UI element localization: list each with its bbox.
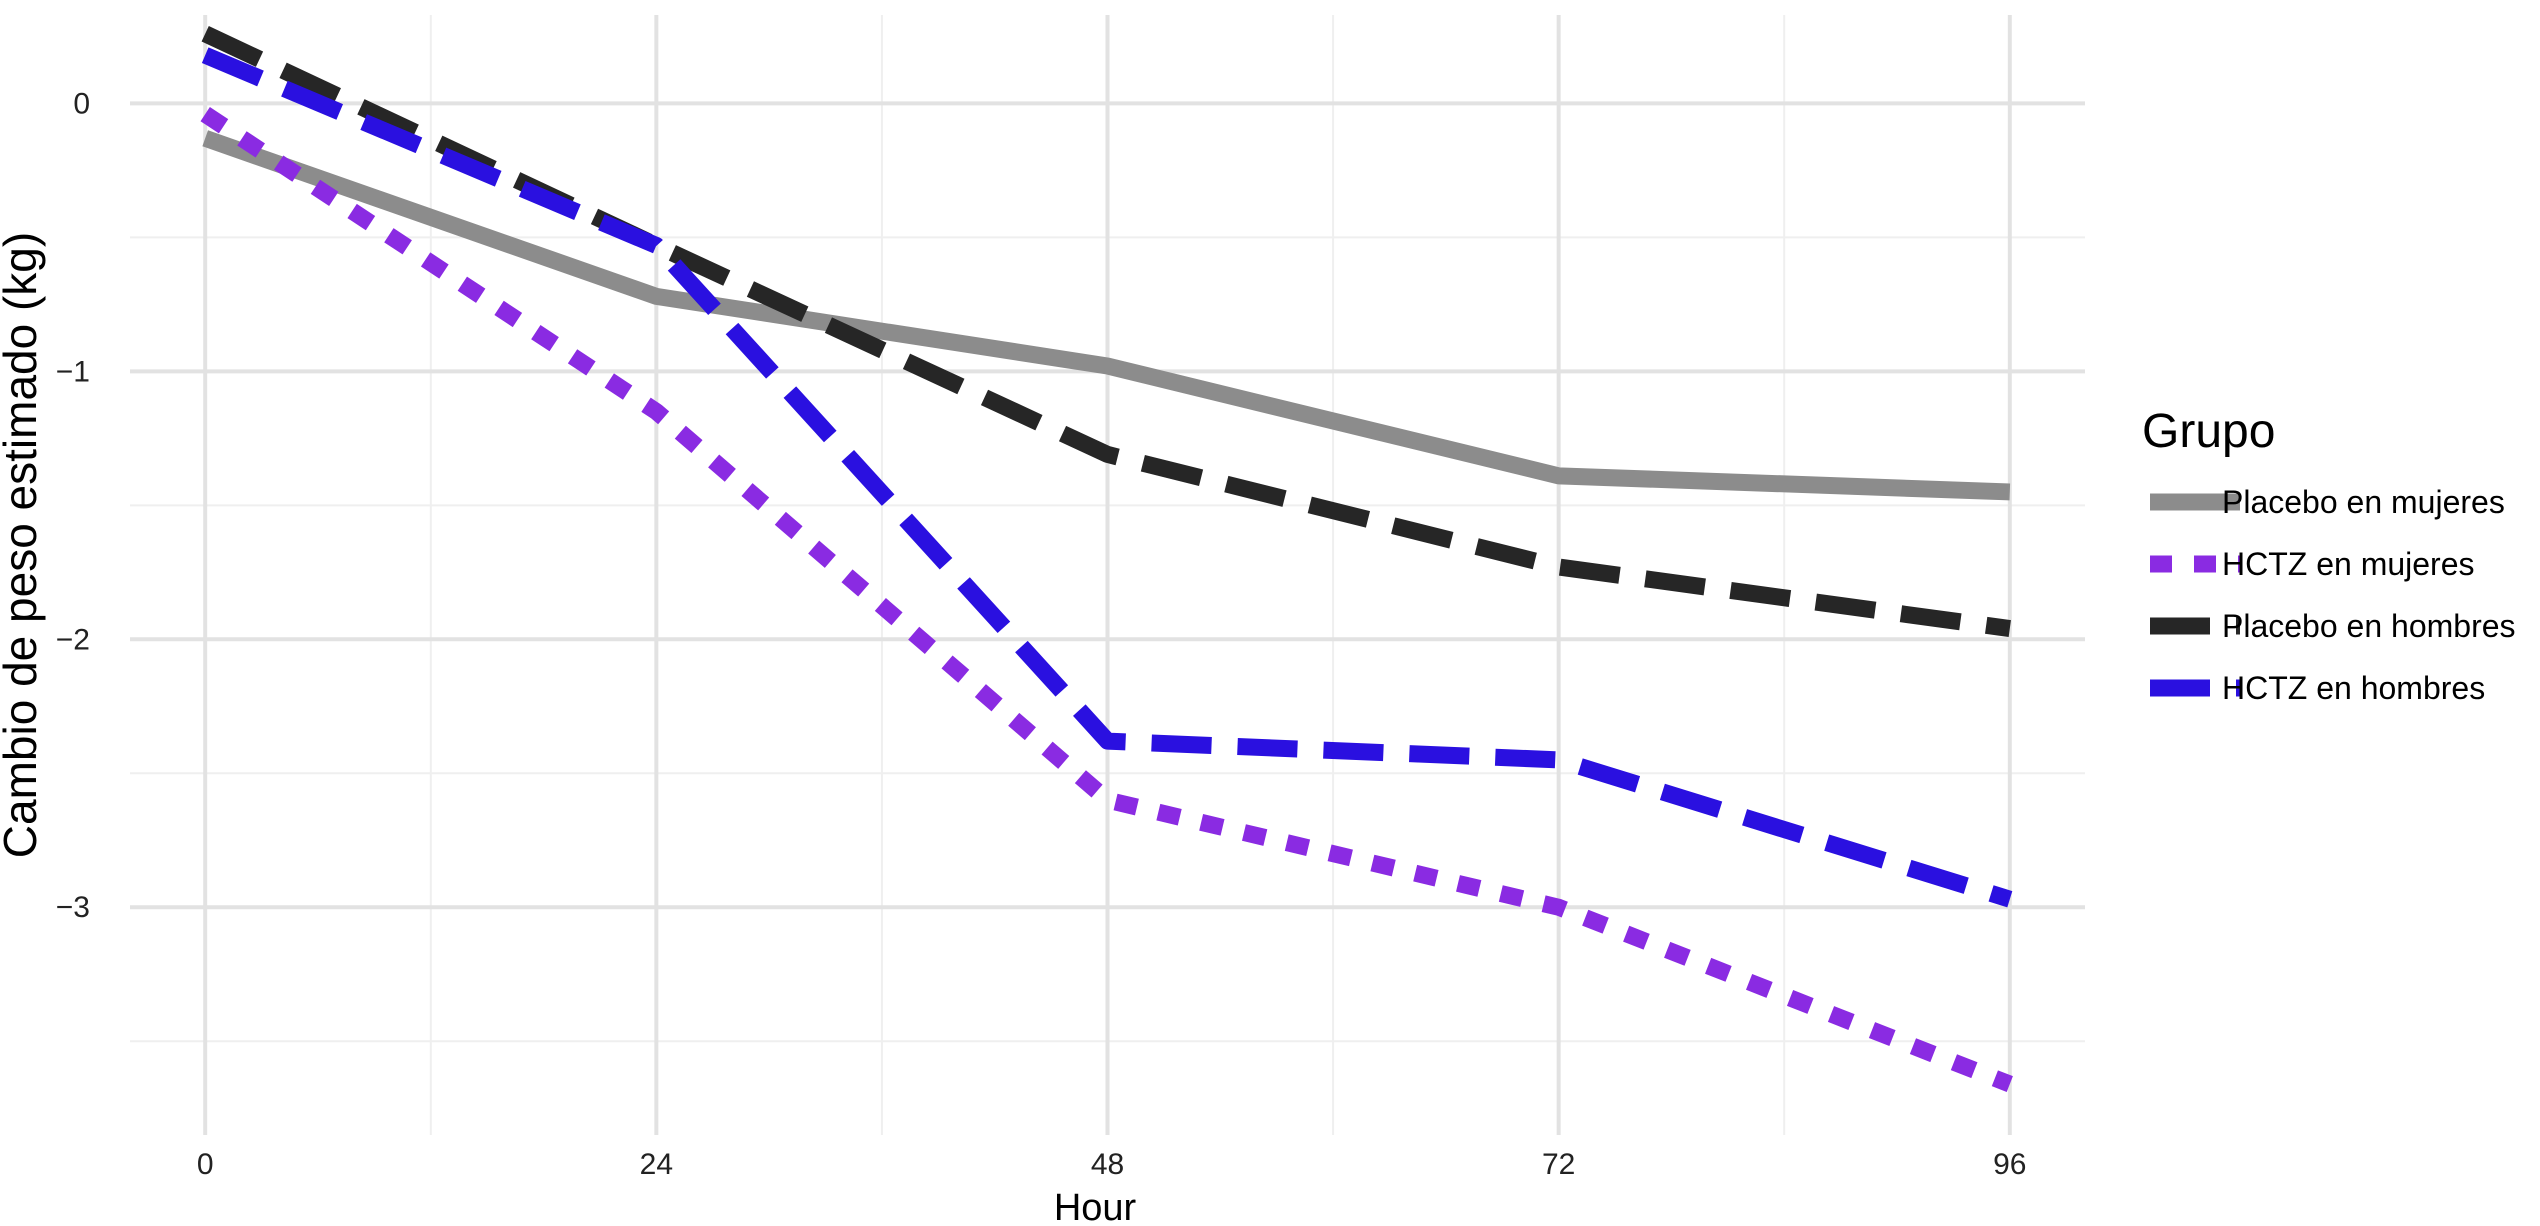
major-gridlines [130,15,2085,1135]
x-tick-label: 24 [640,1148,673,1181]
x-tick-label: 48 [1091,1148,1124,1181]
series-line-2 [200,107,2013,1093]
x-axis-title: Hour [1054,1187,1137,1226]
x-tick-label: 96 [1993,1148,2026,1181]
y-tick-label: −1 [56,355,90,388]
y-tick-label: −3 [56,891,90,924]
legend-label-4: HCTZ en hombres [2222,670,2485,706]
legend-label-2: HCTZ en mujeres [2222,546,2475,582]
y-tick-label: 0 [73,87,90,120]
y-tick-label: −2 [56,623,90,656]
legend: Grupo Placebo en mujeres HCTZ en mujeres P… [2142,405,2516,706]
series-line-1 [202,130,2011,501]
y-axis-title: Cambio de peso estimado (kg) [0,232,46,858]
series-line-3 [201,26,2011,638]
legend-title: Grupo [2142,405,2275,458]
series-lines [200,26,2013,1093]
x-tick-label: 72 [1542,1148,1575,1181]
legend-label-3: Placebo en hombres [2222,608,2516,644]
legend-label-1: Placebo en mujeres [2222,484,2505,520]
y-axis-tick-labels: 0 −1 −2 −3 [56,87,90,924]
x-axis-tick-labels: 0 24 48 72 96 [197,1148,2027,1181]
series-line-4 [201,47,2013,908]
x-tick-label: 0 [197,1148,214,1181]
